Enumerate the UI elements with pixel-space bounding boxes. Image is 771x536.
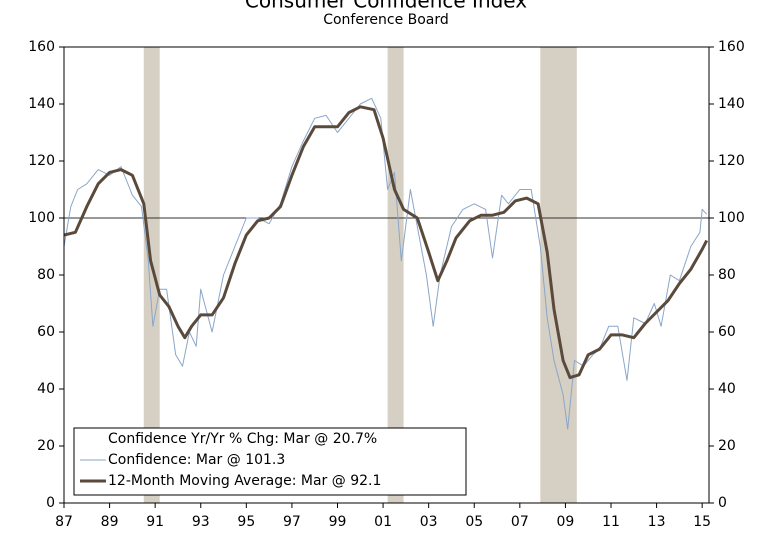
recession-band bbox=[143, 47, 160, 503]
y2-tick-label: 20 bbox=[718, 438, 736, 454]
y2-tick-label: 40 bbox=[718, 381, 736, 397]
legend-label: Confidence: Mar @ 101.3 bbox=[108, 452, 285, 468]
y2-tick-label: 160 bbox=[718, 39, 745, 55]
series-line bbox=[63, 97, 708, 430]
y-tick-label: 120 bbox=[28, 153, 55, 169]
x-tick-label: 09 bbox=[556, 514, 574, 530]
x-tick-label: 03 bbox=[420, 514, 438, 530]
y2-tick-label: 80 bbox=[718, 267, 736, 283]
y-tick-label: 160 bbox=[28, 39, 55, 55]
y-tick-label: 140 bbox=[28, 96, 55, 112]
series-line bbox=[63, 105, 709, 380]
x-tick-label: 97 bbox=[283, 514, 301, 530]
y2-tick-label: 60 bbox=[718, 324, 736, 340]
y2-tick-label: 120 bbox=[718, 153, 745, 169]
legend: Confidence Yr/Yr % Chg: Mar @ 20.7% Confi… bbox=[73, 427, 467, 496]
x-tick-label: 07 bbox=[511, 514, 529, 530]
x-tick-label: 91 bbox=[146, 514, 164, 530]
y-tick-label: 80 bbox=[37, 267, 55, 283]
recession-band bbox=[387, 47, 404, 503]
x-tick-label: 93 bbox=[192, 514, 210, 530]
x-tick-label: 95 bbox=[237, 514, 255, 530]
x-tick-label: 87 bbox=[55, 514, 73, 530]
recession-band bbox=[540, 47, 577, 503]
chart-subtitle: Conference Board bbox=[323, 12, 449, 28]
y-tick-label: 40 bbox=[37, 381, 55, 397]
x-tick-label: 11 bbox=[602, 514, 620, 530]
x-tick-label: 89 bbox=[101, 514, 119, 530]
x-tick-label: 15 bbox=[693, 514, 711, 530]
legend-label: 12-Month Moving Average: Mar @ 92.1 bbox=[108, 473, 381, 489]
y-tick-label: 20 bbox=[37, 438, 55, 454]
x-tick-label: 05 bbox=[465, 514, 483, 530]
y2-tick-label: 0 bbox=[718, 495, 727, 511]
legend-box bbox=[73, 427, 467, 496]
y2-tick-label: 140 bbox=[718, 96, 745, 112]
y-tick-label: 0 bbox=[46, 495, 55, 511]
legend-label: Confidence Yr/Yr % Chg: Mar @ 20.7% bbox=[108, 431, 377, 447]
y-tick-label: 60 bbox=[37, 324, 55, 340]
y2-tick-label: 100 bbox=[718, 210, 745, 226]
y-tick-label: 100 bbox=[28, 210, 55, 226]
x-tick-label: 01 bbox=[374, 514, 392, 530]
x-tick-label: 13 bbox=[648, 514, 666, 530]
x-tick-label: 99 bbox=[329, 514, 347, 530]
chart-title: Consumer Confidence Index bbox=[245, 0, 527, 13]
